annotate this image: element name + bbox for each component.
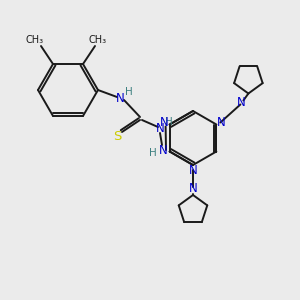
Text: H: H (125, 87, 133, 97)
Text: N: N (160, 116, 169, 129)
Text: CH₃: CH₃ (89, 35, 107, 45)
Text: N: N (189, 164, 197, 176)
Text: N: N (217, 116, 226, 129)
Text: N: N (159, 143, 167, 157)
Text: S: S (113, 130, 121, 142)
Text: N: N (116, 92, 124, 104)
Text: N: N (189, 182, 197, 194)
Text: N: N (156, 122, 164, 134)
Text: H: H (149, 148, 157, 158)
Text: H: H (165, 117, 173, 127)
Text: N: N (237, 96, 246, 109)
Text: CH₃: CH₃ (26, 35, 44, 45)
